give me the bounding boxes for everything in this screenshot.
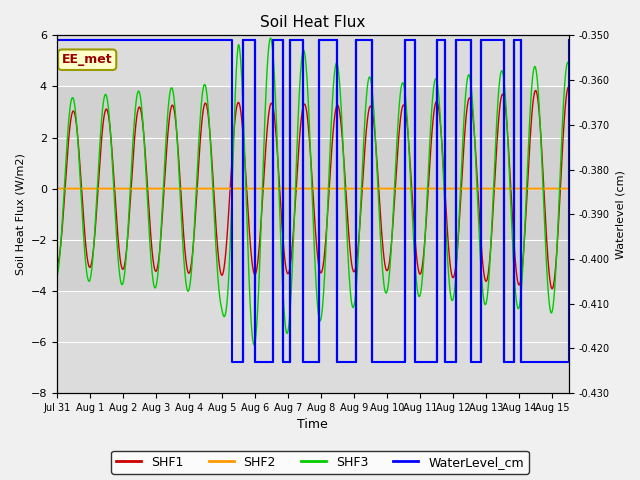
SHF1 (249, 266, 257, 272)
WaterLevel_cm (564, 37, 572, 43)
Legend: SHF1, SHF2, SHF3, WaterLevel_cm: SHF1, SHF2, SHF3, WaterLevel_cm (111, 451, 529, 474)
SHF2 (111, 186, 119, 192)
Y-axis label: Waterlevel (cm): Waterlevel (cm) (615, 170, 625, 259)
SHF1 (548, 286, 556, 292)
SHF3 (500, 76, 508, 82)
Bar (57, 86, 568, 291)
SHF3 (267, 35, 275, 41)
SHF2 (271, 186, 279, 192)
SHF2 (249, 186, 257, 192)
WaterLevel_cm (251, 37, 259, 43)
SHF2 (500, 186, 508, 192)
SHF1 (555, 217, 563, 223)
SHF3 (53, 274, 61, 280)
X-axis label: Time: Time (298, 419, 328, 432)
SHF3 (141, 162, 149, 168)
SHF3 (111, 210, 119, 216)
SHF1 (564, 84, 572, 90)
SHF2 (53, 186, 61, 192)
Title: Soil Heat Flux: Soil Heat Flux (260, 15, 365, 30)
WaterLevel_cm (500, 359, 508, 365)
WaterLevel_cm (228, 359, 236, 365)
Text: EE_met: EE_met (62, 53, 113, 66)
SHF1 (141, 155, 149, 160)
WaterLevel_cm (228, 37, 236, 43)
SHF3 (555, 202, 563, 208)
SHF2 (141, 186, 149, 192)
SHF3 (272, 98, 280, 104)
WaterLevel_cm (239, 37, 247, 43)
Line: WaterLevel_cm: WaterLevel_cm (57, 40, 568, 362)
Line: SHF3: SHF3 (57, 38, 568, 345)
SHF2 (564, 186, 572, 192)
SHF1 (500, 93, 508, 98)
WaterLevel_cm (368, 37, 376, 43)
SHF1 (53, 263, 61, 268)
SHF3 (564, 60, 572, 66)
SHF3 (250, 342, 258, 348)
SHF1 (271, 122, 279, 128)
SHF3 (249, 339, 257, 345)
SHF1 (111, 194, 119, 200)
SHF2 (555, 186, 563, 192)
Y-axis label: Soil Heat Flux (W/m2): Soil Heat Flux (W/m2) (15, 153, 25, 275)
WaterLevel_cm (53, 37, 61, 43)
Line: SHF1: SHF1 (57, 87, 568, 289)
WaterLevel_cm (467, 37, 475, 43)
